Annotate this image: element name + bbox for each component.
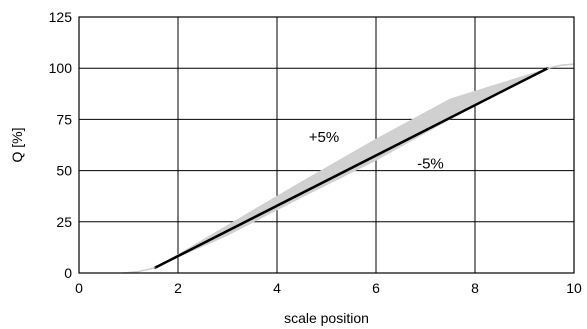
plot-border xyxy=(78,16,575,274)
x-axis-label: scale position xyxy=(284,310,369,326)
y-tick-label: 0 xyxy=(64,265,72,281)
extension-series-line xyxy=(547,63,575,69)
y-tick-label: 75 xyxy=(56,111,72,127)
main-series-line xyxy=(153,66,550,270)
extension-series-line xyxy=(122,267,156,274)
y-tick-label: 25 xyxy=(56,214,72,230)
x-tick-label: 8 xyxy=(471,280,479,296)
x-tick-label: 0 xyxy=(75,280,83,296)
x-tick-label: 4 xyxy=(273,280,281,296)
series-lines xyxy=(122,63,575,274)
band-annotation: -5% xyxy=(417,156,444,173)
x-tick-label: 10 xyxy=(566,280,582,296)
y-tick-label: 50 xyxy=(56,163,72,179)
y-tick-label: 100 xyxy=(49,60,73,76)
x-tick-label: 2 xyxy=(174,280,182,296)
y-axis-label: Q [%] xyxy=(9,127,25,162)
annotations: +5% -5% xyxy=(309,129,444,173)
plot-frame xyxy=(78,16,575,274)
y-tick-label: 125 xyxy=(49,9,73,25)
band-annotation: +5% xyxy=(309,129,339,146)
x-tick-label: 6 xyxy=(372,280,380,296)
